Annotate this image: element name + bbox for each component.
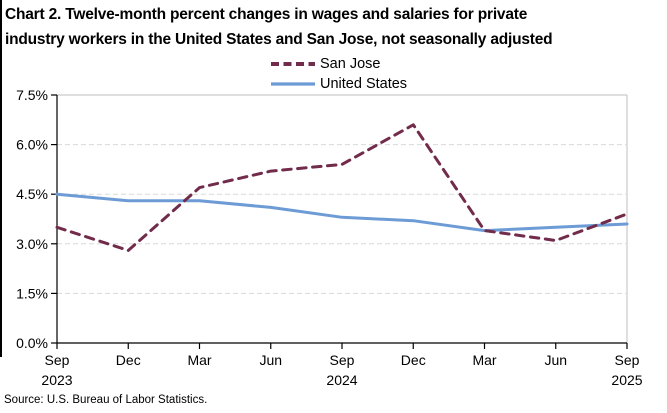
- legend-item-san-jose: San Jose: [270, 54, 407, 74]
- san-jose-line-swatch-icon: [271, 62, 315, 66]
- y-axis-label: 6.0%: [16, 137, 48, 153]
- x-axis-label: Dec: [401, 352, 426, 368]
- series-line-united-states: [55, 192, 629, 233]
- y-axis-label: 1.5%: [16, 285, 48, 301]
- legend-label-united-states: United States: [320, 76, 408, 92]
- series-line-san-jose: [55, 123, 629, 252]
- united-states-line-swatch-icon: [271, 82, 315, 86]
- legend-label-san-jose: San Jose: [320, 56, 381, 72]
- x-axis-year-label: 2023: [41, 372, 72, 388]
- source-note: Source: U.S. Bureau of Labor Statistics.: [4, 394, 208, 406]
- chart-legend: San Jose United States: [270, 54, 407, 94]
- x-axis-label: Mar: [187, 352, 211, 368]
- y-axis-label: 0.0%: [16, 335, 48, 351]
- y-axis-label: 4.5%: [16, 186, 48, 202]
- x-axis-year-label: 2024: [326, 372, 357, 388]
- chart-title-line-1: Chart 2. Twelve-month percent changes in…: [5, 6, 528, 23]
- y-axis-label: 3.0%: [16, 236, 48, 252]
- chart-title-line-2: industry workers in the United States an…: [5, 31, 553, 48]
- x-axis-label: Sep: [45, 352, 70, 368]
- y-axis-label: 7.5%: [16, 87, 48, 103]
- x-axis-label: Sep: [615, 352, 640, 368]
- figure-left-border: [0, 0, 2, 357]
- x-axis-label: Sep: [330, 352, 355, 368]
- x-axis-label: Jun: [259, 352, 282, 368]
- legend-item-united-states: United States: [270, 74, 407, 94]
- x-axis-year-label: 2025: [611, 372, 642, 388]
- x-axis-label: Mar: [472, 352, 496, 368]
- x-axis-label: Dec: [116, 352, 141, 368]
- x-axis-label: Jun: [544, 352, 567, 368]
- chart-title: Chart 2. Twelve-month percent changes in…: [5, 2, 661, 52]
